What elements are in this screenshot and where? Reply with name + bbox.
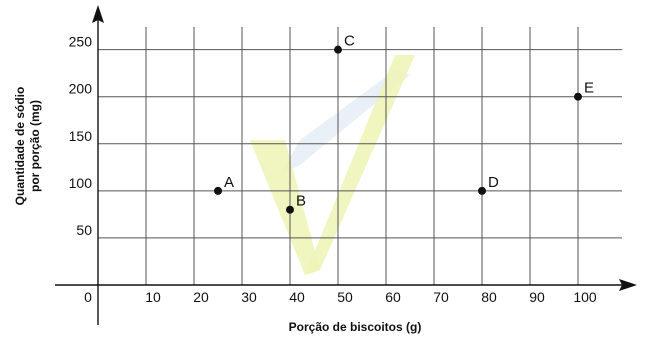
y-tick-label: 200: [69, 81, 93, 97]
data-point-d: [478, 186, 486, 195]
x-tick-label: 10: [145, 289, 161, 305]
data-point-a: [214, 186, 222, 195]
x-tick-label: 70: [433, 289, 449, 305]
x-tick-label: 20: [193, 289, 209, 305]
y-tick-label: 150: [69, 128, 93, 144]
x-tick-label: 40: [289, 289, 305, 305]
watermark-logo: [250, 55, 415, 275]
x-tick-label: 30: [241, 289, 257, 305]
x-tick-label: 100: [573, 289, 597, 305]
data-point-c: [334, 45, 342, 54]
axes: [55, 5, 637, 325]
data-point-e: [574, 92, 582, 101]
x-tick-label: 90: [529, 289, 545, 305]
point-label-b: B: [296, 193, 306, 210]
x-axis-arrow: [619, 279, 637, 291]
y-tick-label: 100: [69, 175, 93, 191]
point-label-c: C: [344, 33, 355, 50]
x-tick-label: 60: [385, 289, 401, 305]
y-axis-label-line1: Quantidade de sódio: [13, 87, 27, 206]
y-axis-arrow: [92, 5, 104, 23]
x-axis-label: Porção de biscoitos (g): [289, 320, 422, 334]
y-tick-label: 50: [76, 222, 92, 238]
point-label-a: A: [224, 174, 234, 191]
y-tick-labels: 50 100 150 200 250: [69, 34, 93, 238]
vertical-gridlines: [145, 27, 579, 285]
y-axis-label-line2: por porção (mg): [28, 100, 42, 192]
x-tick-label: 50: [337, 289, 353, 305]
x-tick-label: 80: [481, 289, 497, 305]
y-axis-label: Quantidade de sódio por porção (mg): [13, 87, 42, 206]
point-label-e: E: [584, 80, 594, 97]
horizontal-gridlines: [98, 49, 622, 239]
x-tick-labels: 0 10 20 30 40 50 60 70 80 90 100: [84, 289, 597, 305]
data-points: A B C D E: [214, 33, 594, 214]
x-origin-label: 0: [84, 289, 92, 305]
y-tick-label: 250: [69, 34, 93, 50]
data-point-b: [286, 205, 294, 214]
point-label-d: D: [488, 174, 499, 191]
